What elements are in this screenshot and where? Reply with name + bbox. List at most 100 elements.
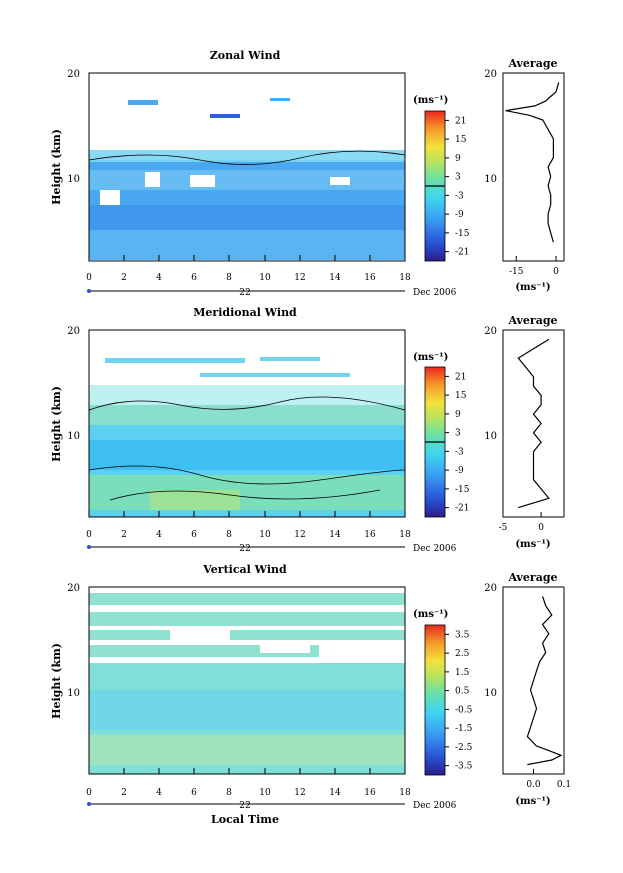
vertical-day-marker bbox=[87, 802, 91, 806]
vertical-ytick-10: 10 bbox=[67, 688, 80, 699]
svg-text:10: 10 bbox=[259, 788, 271, 798]
svg-text:18: 18 bbox=[399, 530, 411, 540]
zonal-field bbox=[88, 98, 406, 260]
vertical-colorbar-tick-label: -3.5 bbox=[455, 762, 473, 772]
vertical-average-profile bbox=[526, 596, 563, 766]
vertical-plot-frame bbox=[88, 586, 406, 775]
svg-text:18: 18 bbox=[399, 788, 411, 798]
svg-text:14: 14 bbox=[329, 530, 341, 540]
meridional-colorbar-ticks: 21 15 9 3 -3 -9 -15 -21 bbox=[445, 372, 470, 514]
zonal-colorbar-tick-label: -21 bbox=[455, 248, 470, 258]
meridional-average-unit: (ms⁻¹) bbox=[515, 539, 550, 550]
meridional-average-xticks: -5 0 bbox=[499, 512, 544, 533]
meridional-colorbar-tick-label: -21 bbox=[455, 504, 470, 514]
svg-text:12: 12 bbox=[294, 788, 305, 798]
meridional-average-frame bbox=[502, 329, 565, 518]
meridional-wind-title: Meridional Wind bbox=[193, 306, 297, 319]
svg-text:14: 14 bbox=[329, 273, 341, 283]
meridional-ytick-20: 20 bbox=[67, 326, 80, 337]
meridional-day-label: 22 bbox=[239, 544, 250, 554]
meridional-colorbar-tick-label: -15 bbox=[455, 485, 470, 495]
meridional-plot-frame bbox=[88, 329, 406, 518]
vertical-average-xticks: 0.0 0.1 bbox=[526, 769, 571, 790]
zonal-average-title: Average bbox=[507, 57, 557, 70]
svg-text:0: 0 bbox=[86, 530, 92, 540]
meridional-ytick-10: 10 bbox=[67, 431, 80, 442]
svg-text:8: 8 bbox=[226, 530, 232, 540]
meridional-average-ytick-20: 20 bbox=[484, 326, 497, 337]
zonal-average-frame bbox=[502, 72, 565, 262]
zonal-ytick-20: 20 bbox=[67, 69, 80, 80]
svg-text:4: 4 bbox=[156, 530, 162, 540]
zonal-average-xtick-label: 0 bbox=[553, 267, 559, 277]
zonal-ylabel: Height (km) bbox=[50, 129, 63, 205]
meridional-field bbox=[88, 357, 406, 517]
vertical-colorbar-tick-label: -0.5 bbox=[455, 705, 473, 715]
vertical-colorbar bbox=[424, 624, 446, 776]
meridional-colorbar-tick-label: 3 bbox=[455, 429, 461, 439]
vertical-xticks bbox=[88, 768, 406, 774]
meridional-colorbar-tick-label: 9 bbox=[455, 410, 461, 420]
meridional-average-xtick-label: 0 bbox=[538, 523, 544, 533]
svg-text:6: 6 bbox=[191, 530, 197, 540]
svg-text:4: 4 bbox=[156, 273, 162, 283]
zonal-day-label: 22 bbox=[239, 288, 250, 298]
svg-text:0: 0 bbox=[86, 788, 92, 798]
meridional-day-marker bbox=[87, 545, 91, 549]
svg-text:6: 6 bbox=[191, 273, 197, 283]
meridional-average-title: Average bbox=[507, 314, 557, 327]
meridional-wind-panel: Meridional Wind Height (km) 20 10 bbox=[50, 306, 565, 554]
vertical-ytick-20: 20 bbox=[67, 583, 80, 594]
vertical-colorbar-tick-label: -2.5 bbox=[455, 743, 473, 753]
vertical-colorbar-ticks: 3.5 2.5 1.5 0.5 -0.5 -1.5 -2.5 -3.5 bbox=[445, 630, 473, 772]
meridional-colorbar-tick-label: 15 bbox=[455, 391, 467, 401]
zonal-colorbar-unit: (ms⁻¹) bbox=[413, 95, 448, 106]
vertical-colorbar-tick-label: 1.5 bbox=[455, 668, 470, 678]
svg-text:2: 2 bbox=[121, 530, 127, 540]
vertical-wind-title: Vertical Wind bbox=[202, 563, 287, 576]
meridional-date-label: Dec 2006 bbox=[413, 544, 457, 554]
meridional-colorbar-tick-label: 21 bbox=[455, 372, 466, 382]
meridional-average-ytick-10: 10 bbox=[484, 431, 497, 442]
vertical-ylabel: Height (km) bbox=[50, 643, 63, 719]
meridional-colorbar-tick-label: -9 bbox=[455, 466, 464, 476]
svg-text:2: 2 bbox=[121, 273, 127, 283]
zonal-average-xticks: -15 0 bbox=[509, 256, 559, 277]
vertical-average-ytick-20: 20 bbox=[484, 583, 497, 594]
zonal-colorbar-tick-label: 21 bbox=[455, 116, 466, 126]
svg-text:12: 12 bbox=[294, 273, 305, 283]
vertical-colorbar-tick-label: 0.5 bbox=[455, 687, 470, 697]
zonal-average-ytick-20: 20 bbox=[484, 69, 497, 80]
svg-text:6: 6 bbox=[191, 788, 197, 798]
zonal-colorbar-tick-label: 15 bbox=[455, 135, 467, 145]
meridional-ylabel: Height (km) bbox=[50, 386, 63, 462]
svg-text:0: 0 bbox=[86, 273, 92, 283]
meridional-xticklabels: 0 2 4 6 8 10 12 14 16 18 bbox=[86, 530, 411, 540]
vertical-colorbar-tick-label: 2.5 bbox=[455, 649, 470, 659]
meridional-average-profile bbox=[517, 338, 550, 509]
zonal-average-unit: (ms⁻¹) bbox=[515, 282, 550, 293]
zonal-wind-title: Zonal Wind bbox=[210, 49, 281, 62]
svg-text:18: 18 bbox=[399, 273, 411, 283]
vertical-day-label: 22 bbox=[239, 801, 250, 811]
vertical-colorbar-tick-label: -1.5 bbox=[455, 724, 473, 734]
meridional-average-xtick-label: -5 bbox=[499, 523, 508, 533]
zonal-day-marker bbox=[87, 289, 91, 293]
svg-text:10: 10 bbox=[259, 530, 271, 540]
vertical-average-xtick-label: 0.1 bbox=[557, 780, 571, 790]
svg-text:10: 10 bbox=[259, 273, 271, 283]
x-axis-label: Local Time bbox=[211, 813, 279, 826]
zonal-average-profile bbox=[505, 82, 560, 243]
zonal-colorbar-tick-label: -9 bbox=[455, 210, 464, 220]
zonal-average-ytick-10: 10 bbox=[484, 174, 497, 185]
zonal-colorbar-tick-label: 9 bbox=[455, 154, 461, 164]
svg-text:12: 12 bbox=[294, 530, 305, 540]
svg-text:4: 4 bbox=[156, 788, 162, 798]
svg-text:8: 8 bbox=[226, 273, 232, 283]
zonal-plot-frame bbox=[88, 72, 406, 262]
svg-text:16: 16 bbox=[364, 273, 376, 283]
svg-text:8: 8 bbox=[226, 788, 232, 798]
svg-text:16: 16 bbox=[364, 530, 376, 540]
